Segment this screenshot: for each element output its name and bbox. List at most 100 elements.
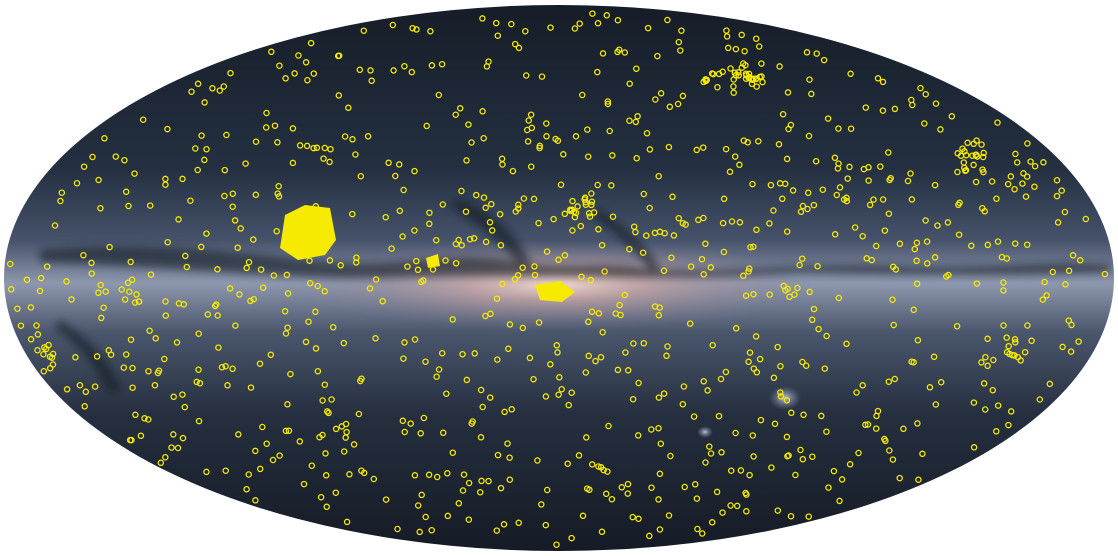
source-marker: [736, 161, 743, 169]
source-marker: [469, 418, 476, 425]
source-marker: [777, 393, 785, 400]
source-marker: [151, 381, 159, 389]
source-marker: [284, 290, 292, 297]
source-marker: [262, 124, 270, 131]
source-marker: [300, 480, 308, 488]
source-marker: [640, 339, 648, 347]
source-marker: [524, 138, 532, 145]
source-marker: [147, 271, 155, 278]
source-marker: [565, 401, 572, 409]
source-marker: [329, 323, 337, 331]
source-marker: [568, 534, 575, 542]
source-marker: [804, 205, 811, 213]
source-marker: [505, 345, 512, 353]
source-marker: [229, 365, 236, 373]
source-marker: [643, 129, 651, 137]
source-marker: [646, 204, 653, 212]
source-marker: [674, 100, 682, 108]
source-marker: [910, 306, 917, 314]
source-marker: [433, 373, 440, 380]
source-marker: [444, 470, 451, 477]
source-marker: [182, 252, 189, 260]
source-marker: [439, 201, 447, 208]
source-marker: [739, 60, 747, 67]
source-marker: [232, 322, 239, 329]
source-marker: [97, 281, 104, 289]
source-marker: [460, 471, 468, 478]
source-marker: [322, 450, 329, 457]
source-marker: [338, 423, 346, 430]
source-marker: [806, 76, 813, 83]
source-marker: [601, 268, 608, 275]
source-marker: [770, 207, 777, 214]
source-marker: [152, 335, 159, 342]
source-marker: [981, 208, 988, 215]
source-marker: [46, 364, 54, 372]
source-marker: [223, 131, 230, 139]
source-marker: [851, 224, 859, 231]
source-marker: [585, 352, 592, 360]
source-marker: [306, 257, 313, 264]
source-marker: [494, 451, 502, 459]
source-marker: [194, 166, 201, 174]
source-marker: [328, 396, 335, 403]
source-marker: [621, 291, 629, 299]
source-marker: [14, 305, 21, 312]
source-marker: [542, 393, 550, 400]
source-marker: [644, 24, 652, 32]
source-marker: [243, 485, 250, 493]
source-marker: [812, 157, 820, 165]
source-marker: [704, 387, 711, 394]
source-marker: [538, 501, 545, 508]
source-marker: [482, 238, 490, 246]
source-marker: [891, 105, 899, 113]
source-marker: [771, 420, 779, 428]
source-marker: [285, 427, 293, 434]
source-marker: [1028, 337, 1035, 345]
source-marker: [799, 455, 807, 463]
source-marker: [745, 358, 752, 366]
source-marker: [579, 512, 587, 520]
source-marker: [1039, 296, 1047, 303]
source-marker: [1075, 338, 1082, 345]
source-marker: [1000, 322, 1007, 329]
source-marker: [73, 179, 81, 187]
source-marker: [962, 151, 970, 159]
source-marker: [740, 272, 747, 280]
source-marker: [449, 449, 457, 456]
source-marker: [234, 244, 241, 251]
source-marker: [630, 223, 638, 230]
source-marker: [669, 193, 676, 201]
source-marker: [164, 125, 171, 133]
source-marker: [629, 395, 637, 403]
source-marker: [81, 403, 88, 410]
source-marker: [259, 284, 267, 291]
source-marker: [702, 459, 709, 466]
source-marker: [1021, 348, 1029, 356]
source-marker: [181, 403, 189, 411]
source-marker: [914, 336, 922, 344]
source-marker: [732, 45, 740, 53]
source-marker: [606, 127, 613, 135]
source-marker: [88, 259, 95, 267]
source-marker: [584, 126, 591, 133]
source-marker: [594, 19, 602, 27]
source-marker: [731, 153, 739, 160]
source-marker: [746, 471, 753, 479]
source-marker: [508, 20, 515, 28]
source-marker: [303, 142, 311, 150]
source-marker: [988, 178, 996, 185]
source-marker: [173, 339, 181, 346]
source-marker: [327, 145, 334, 153]
source-marker: [221, 166, 229, 174]
source-marker: [389, 21, 397, 29]
source-marker: [980, 168, 987, 176]
source-marker: [655, 172, 662, 180]
source-marker: [810, 201, 818, 209]
source-marker: [707, 450, 715, 457]
source-marker: [612, 310, 619, 317]
source-marker: [221, 192, 228, 200]
source-marker: [493, 527, 501, 534]
source-marker: [282, 75, 289, 82]
source-marker: [766, 291, 773, 298]
